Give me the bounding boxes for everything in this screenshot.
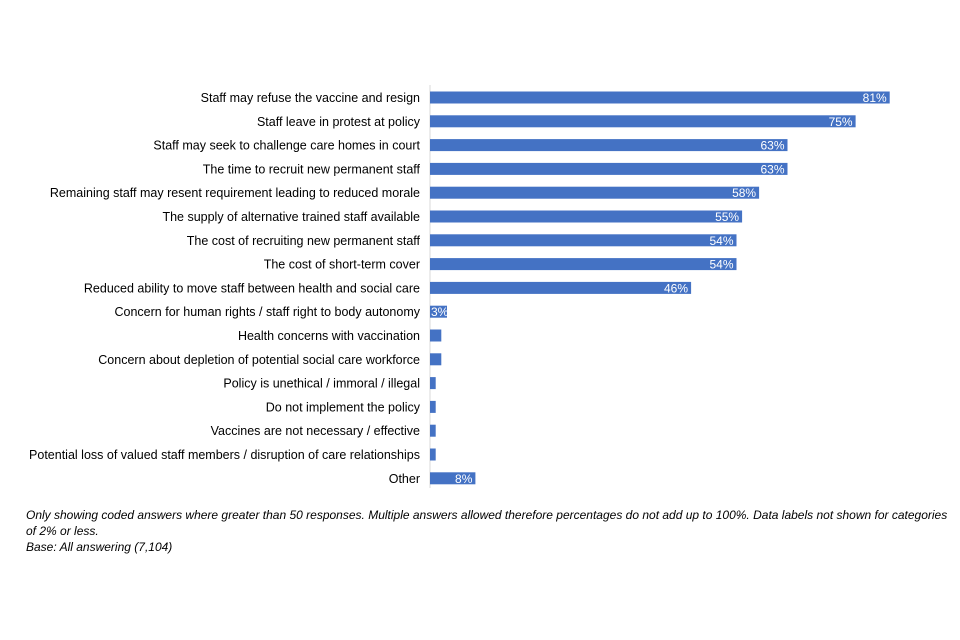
bar-13	[430, 400, 436, 413]
data-label-16: 8%	[455, 472, 473, 486]
data-label-0: 81%	[863, 91, 887, 105]
bar-0	[430, 91, 890, 104]
data-label-9: 3%	[431, 305, 449, 319]
bar-15	[430, 448, 436, 461]
data-label-5: 55%	[715, 210, 739, 224]
bar-8	[430, 281, 692, 294]
bar-16	[430, 472, 476, 485]
bar-9	[430, 305, 447, 318]
bar-10	[430, 329, 442, 342]
category-label-11: Concern about depletion of potential soc…	[98, 353, 420, 367]
category-label-0: Staff may refuse the vaccine and resign	[201, 91, 420, 105]
footnote-note: Only showing coded answers where greater…	[26, 508, 948, 538]
bar-12	[430, 377, 436, 390]
category-label-14: Vaccines are not necessary / effective	[211, 424, 420, 438]
data-label-1: 75%	[829, 115, 853, 129]
category-label-4: Remaining staff may resent requirement l…	[50, 186, 420, 200]
category-label-7: The cost of short-term cover	[264, 258, 420, 272]
category-label-1: Staff leave in protest at policy	[257, 115, 421, 129]
category-label-9: Concern for human rights / staff right t…	[115, 305, 421, 319]
category-label-13: Do not implement the policy	[266, 400, 421, 414]
category-label-5: The supply of alternative trained staff …	[162, 210, 420, 224]
data-label-8: 46%	[664, 281, 688, 295]
category-label-15: Potential loss of valued staff members /…	[29, 448, 420, 462]
bar-7	[430, 258, 737, 271]
bar-14	[430, 424, 436, 437]
category-label-6: The cost of recruiting new permanent sta…	[187, 234, 421, 248]
category-label-3: The time to recruit new permanent staff	[203, 162, 421, 176]
bar-2	[430, 139, 788, 152]
bar-11	[430, 353, 442, 366]
category-label-10: Health concerns with vaccination	[238, 329, 420, 343]
category-label-16: Other	[389, 472, 420, 486]
category-label-2: Staff may seek to challenge care homes i…	[153, 139, 420, 153]
category-label-12: Policy is unethical / immoral / illegal	[223, 377, 420, 391]
data-label-7: 54%	[709, 258, 733, 272]
bar-3	[430, 162, 788, 175]
bar-5	[430, 210, 743, 223]
data-label-4: 58%	[732, 186, 756, 200]
bar-chart: Staff may refuse the vaccine and resign 8…	[29, 85, 890, 488]
category-label-8: Reduced ability to move staff between he…	[84, 281, 420, 295]
data-label-3: 63%	[760, 162, 784, 176]
bar-1	[430, 115, 856, 128]
bar-6	[430, 234, 737, 247]
chart-footnote: Only showing coded answers where greater…	[26, 507, 956, 555]
data-label-6: 54%	[709, 234, 733, 248]
bar-4	[430, 186, 760, 199]
data-label-2: 63%	[760, 139, 784, 153]
footnote-base: Base: All answering (7,104)	[26, 540, 173, 554]
